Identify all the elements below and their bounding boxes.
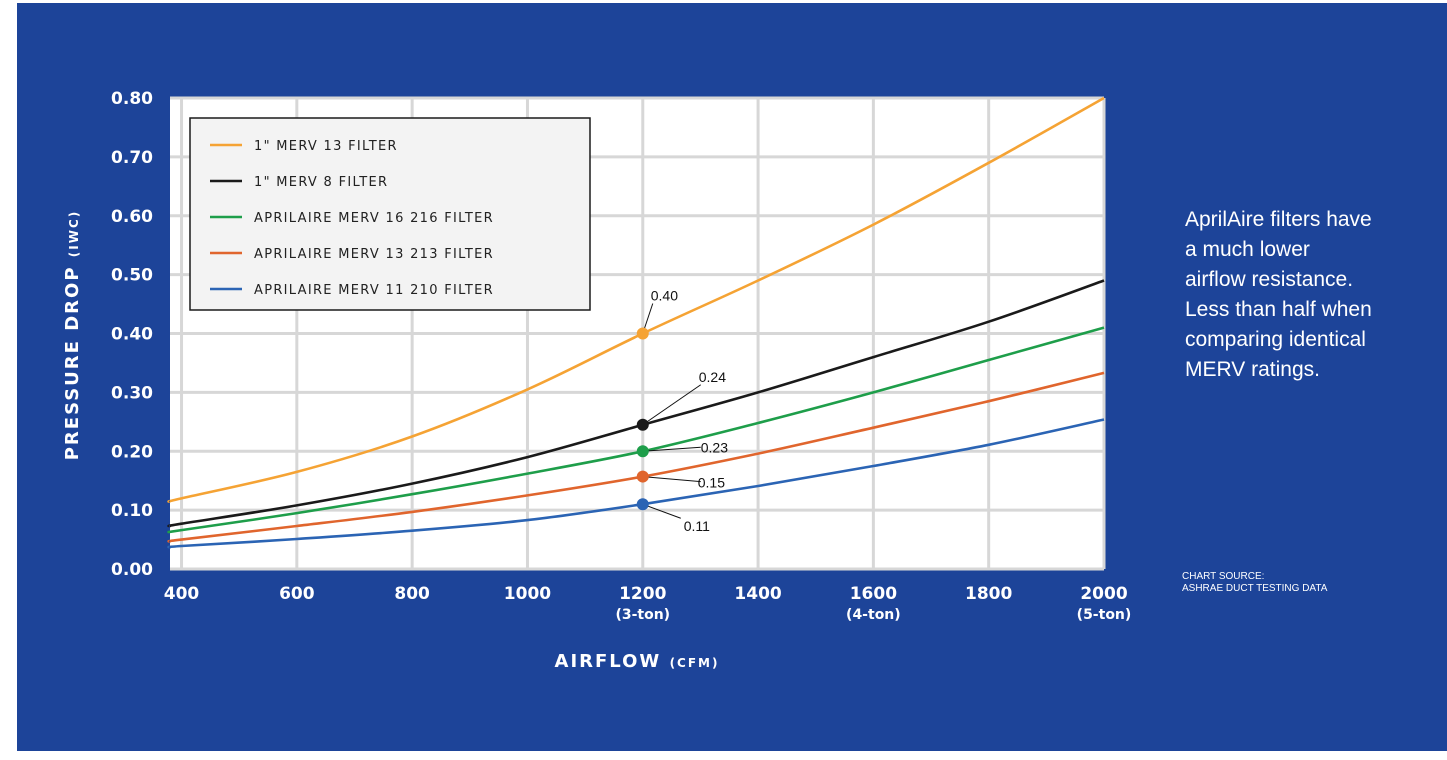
series-line-1 (167, 96, 1105, 503)
chart-source-label: CHART SOURCE: (1182, 571, 1265, 582)
data-point-marker (636, 445, 649, 458)
legend-label: 1" MERV 8 FILTER (254, 175, 388, 190)
x-tick-label: 1000 (504, 584, 551, 604)
legend-label: APRILAIRE MERV 16 216 FILTER (254, 211, 494, 226)
legend-label: APRILAIRE MERV 11 210 FILTER (254, 283, 494, 298)
y-tick-label: 0.60 (111, 207, 153, 227)
callout-leader (642, 384, 702, 426)
data-label: 0.40 (651, 288, 678, 304)
x-tick-label: 1200 (619, 584, 666, 604)
legend-label: 1" MERV 13 FILTER (254, 139, 398, 154)
x-tick-sublabel: (3-ton) (615, 607, 670, 623)
y-tick-label: 0.70 (111, 148, 153, 168)
callout-leader (642, 446, 701, 452)
callout-leader (642, 503, 681, 519)
y-tick-label: 0.10 (111, 501, 153, 521)
legend-box (189, 117, 591, 311)
y-tick-label: 0.20 (111, 442, 153, 462)
series-line-4 (167, 371, 1105, 543)
y-tick-label: 0.40 (111, 325, 153, 345)
x-tick-sublabel: (4-ton) (846, 607, 901, 623)
y-tick-label: 0.80 (111, 89, 153, 109)
data-point-marker (636, 327, 649, 340)
side-note: AprilAire filters have a much lower airf… (1185, 208, 1372, 381)
series-line-2 (167, 279, 1105, 528)
data-label: 0.15 (698, 475, 725, 491)
y-tick-label: 0.00 (111, 560, 153, 580)
x-tick-label: 2000 (1080, 584, 1127, 604)
y-tick-label: 0.30 (111, 383, 153, 403)
legend-label: APRILAIRE MERV 13 213 FILTER (254, 247, 494, 262)
x-tick-sublabel: (5-ton) (1077, 607, 1132, 623)
series-line-3 (167, 326, 1105, 534)
x-tick-label: 400 (164, 584, 200, 604)
data-point-marker (636, 418, 649, 431)
x-tick-label: 600 (279, 584, 315, 604)
chart-source-text: ASHRAE DUCT TESTING DATA (1182, 583, 1328, 594)
data-label: 0.11 (684, 518, 710, 534)
series-line-5 (167, 418, 1105, 549)
x-tick-label: 1400 (734, 584, 781, 604)
x-tick-label: 800 (394, 584, 430, 604)
y-axis-title: PRESSURE DROP (IWC) (62, 210, 83, 461)
x-tick-label: 1800 (965, 584, 1012, 604)
data-point-marker (636, 498, 649, 511)
x-tick-label: 1600 (850, 584, 897, 604)
x-axis-title: AIRFLOW (CFM) (555, 651, 720, 672)
data-label: 0.23 (701, 439, 728, 455)
y-tick-label: 0.50 (111, 266, 153, 286)
callout-leader (642, 476, 701, 483)
data-point-marker (636, 470, 649, 483)
data-label: 0.24 (699, 369, 726, 385)
